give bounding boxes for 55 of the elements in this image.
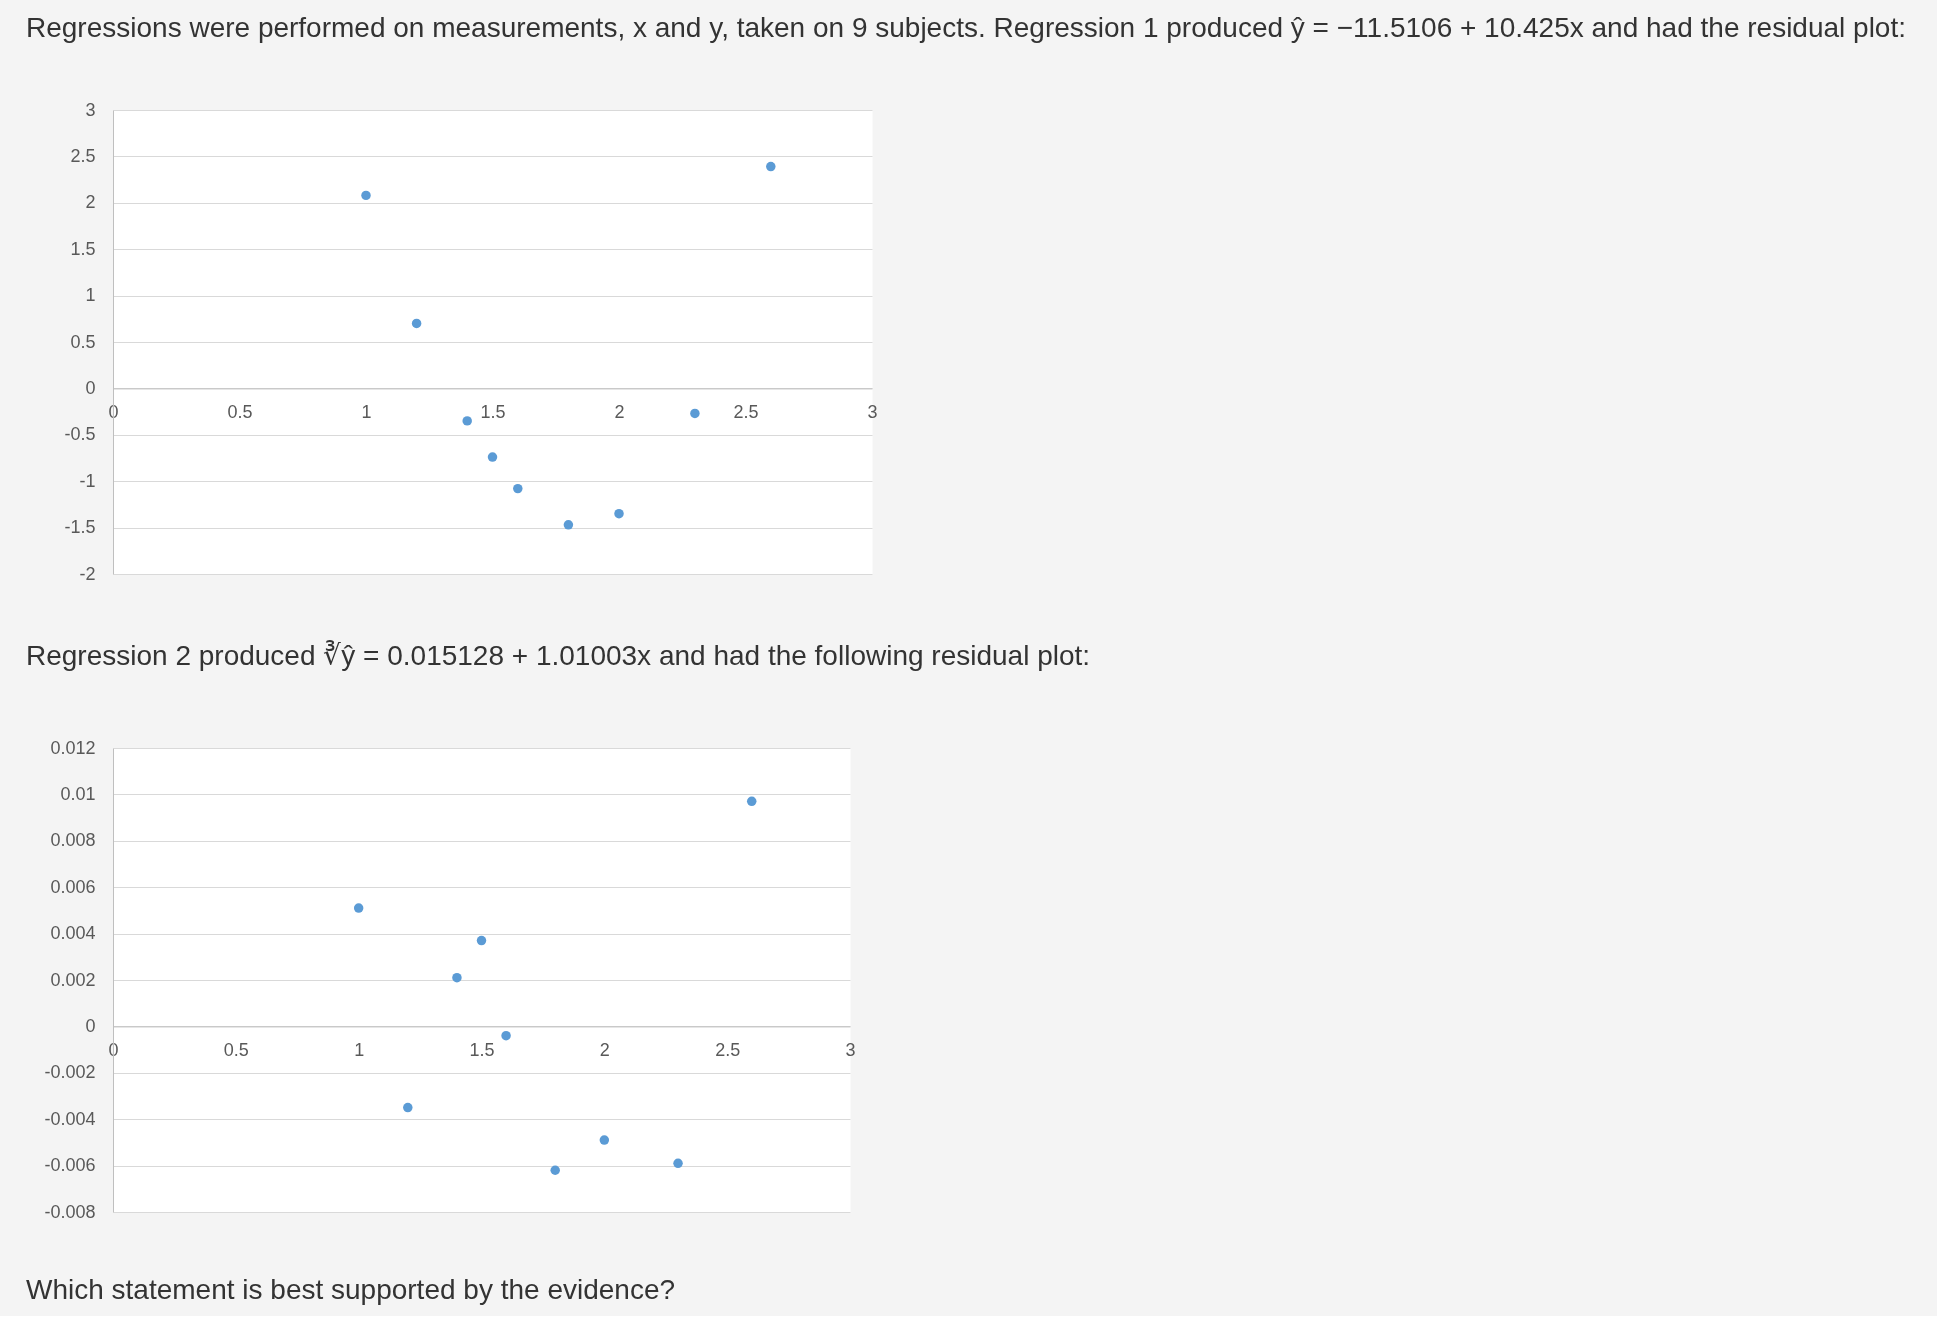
point (746, 796, 757, 807)
y-tick-label: 0 (85, 1015, 96, 1036)
point (501, 1030, 511, 1041)
y-tick-label: -0.5 (64, 424, 96, 445)
y-tick-label: 2.5 (70, 145, 96, 166)
y-tick-label: -1.5 (64, 517, 96, 538)
x-tick-label: 2.5 (733, 401, 759, 422)
x-tick-label: 2.5 (715, 1039, 741, 1060)
x-tick-label: 1 (361, 401, 372, 422)
x-tick-label: 1.5 (480, 401, 506, 422)
y-tick-label: -1 (79, 470, 96, 491)
y-tick-label: 1.5 (70, 238, 96, 259)
point (487, 452, 498, 462)
y-tick-label: 0.012 (50, 737, 96, 758)
y-tick-label: -2 (79, 563, 96, 584)
point (353, 903, 364, 913)
point (411, 318, 422, 329)
x-tick-label: 0.5 (227, 401, 253, 422)
y-tick-label: 0.01 (60, 783, 96, 804)
y-tick-label: 3 (85, 99, 96, 120)
y-tick-label: 0.006 (50, 876, 96, 897)
y-tick-label: 2 (85, 192, 96, 213)
y-tick-label: -0.002 (44, 1062, 96, 1083)
y-tick-label: 0 (85, 377, 96, 398)
x-tick-label: 3 (867, 401, 878, 422)
point (476, 935, 487, 946)
y-tick-label: 0.5 (70, 331, 96, 352)
point (563, 520, 574, 530)
x-tick-label: 0.5 (223, 1039, 249, 1060)
point (403, 1102, 413, 1113)
point (550, 1165, 560, 1175)
point (513, 483, 523, 494)
y-tick-label: -0.004 (44, 1108, 96, 1129)
y-tick-label: -0.006 (44, 1155, 96, 1176)
point (690, 408, 700, 419)
y-tick-label: 0.004 (50, 923, 96, 944)
y-tick-label: 0.008 (50, 830, 96, 851)
point (462, 416, 472, 426)
y-tick-label: -0.008 (44, 1201, 96, 1222)
x-tick-label: 1 (354, 1039, 365, 1060)
point (361, 190, 371, 201)
chart-title: Regression 2 produced ∛ŷ = 0.015128 + 1.01003x and had the following residual plot: (26, 640, 1091, 671)
point (614, 508, 624, 519)
point (766, 161, 776, 172)
point (452, 972, 462, 983)
text: Regressions were performed on measurements, x and y, taken on 9 subjects. Regression 1 produced ŷ = −11.5106 + 10.425x and had the residual plot: (26, 12, 1906, 43)
x-tick-label: 2 (614, 401, 625, 422)
x-tick-label: 3 (845, 1039, 856, 1060)
point (599, 1135, 610, 1145)
x-tick-label: 2 (599, 1039, 610, 1060)
point (673, 1158, 683, 1169)
y-tick-label: 0.002 (50, 969, 96, 990)
x-tick-label: 1.5 (469, 1039, 495, 1060)
y-tick-label: 1 (85, 285, 96, 306)
text: Which statement is best supported by the evidence? (26, 1274, 676, 1305)
